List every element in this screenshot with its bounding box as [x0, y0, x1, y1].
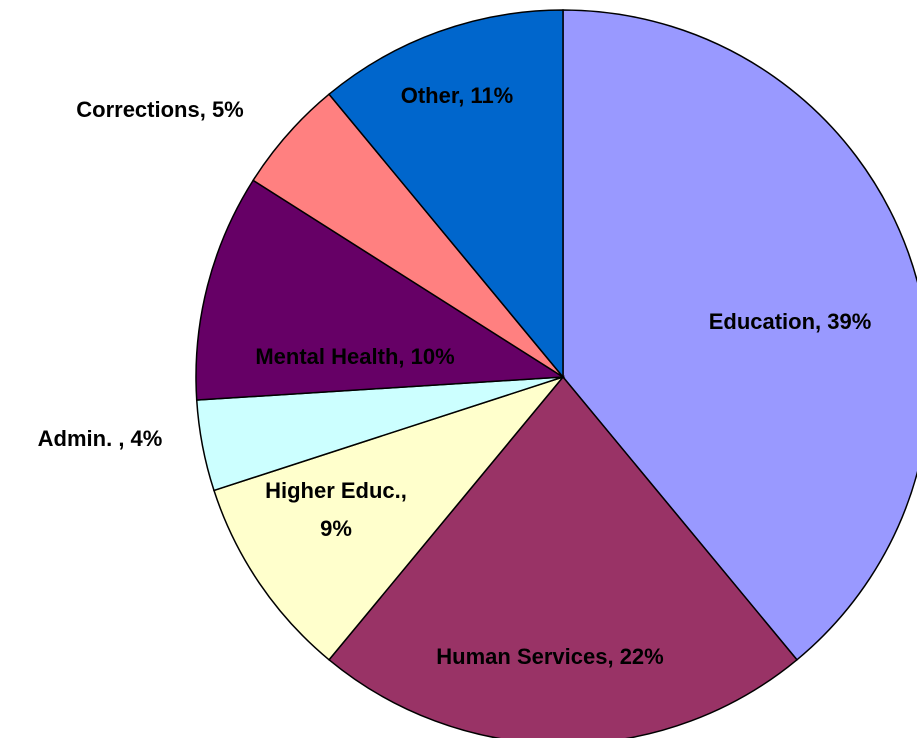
slice-label: Education, 39% [709, 309, 872, 334]
slice-label: Admin. , 4% [38, 426, 163, 451]
pie-slice [562, 9, 917, 661]
slice-label: Corrections, 5% [76, 97, 244, 122]
slice-label: Higher Educ., 9% [265, 478, 407, 541]
slice-label: Other, 11% [401, 83, 514, 108]
pie-slice [213, 375, 566, 661]
pie-slice [328, 375, 798, 738]
label-line: Higher Educ., [265, 478, 407, 503]
pie-slice [195, 179, 566, 401]
slice-label: Mental Health, 10% [255, 344, 454, 369]
slice-label: Human Services, 22% [436, 644, 663, 669]
label-line: 9% [320, 516, 352, 541]
pie-slice [328, 9, 564, 380]
